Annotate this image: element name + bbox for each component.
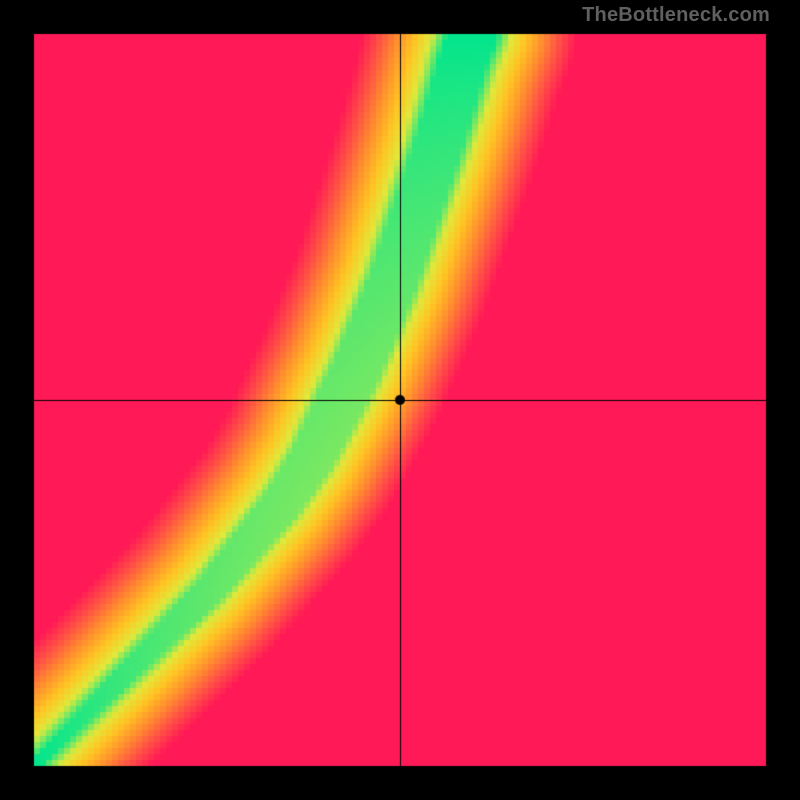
heatmap-canvas: [0, 0, 800, 800]
chart-container: TheBottleneck.com: [0, 0, 800, 800]
watermark-text: TheBottleneck.com: [582, 4, 770, 27]
